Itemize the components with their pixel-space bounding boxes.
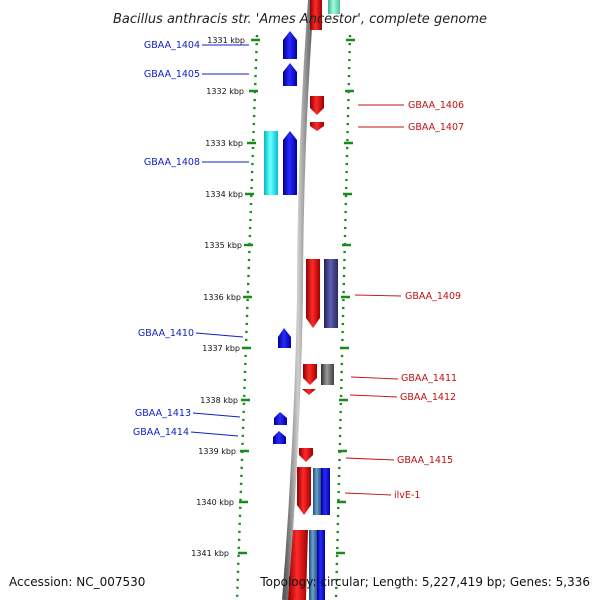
forward-strand-genes bbox=[264, 31, 297, 444]
genome-backbone bbox=[282, 0, 314, 600]
kbp-label: 1334 kbp bbox=[205, 190, 243, 199]
reverse-strand-genes bbox=[288, 96, 338, 600]
gene-gbaa-1415-arrow bbox=[299, 448, 313, 462]
kbp-label: 1339 kbp bbox=[198, 447, 236, 456]
kbp-scale-labels: 1331 kbp 1332 kbp 1333 kbp 1334 kbp 1335… bbox=[191, 36, 245, 558]
gene-gbaa-1404-arrow bbox=[283, 31, 297, 59]
gene-label-gbaa-1409[interactable]: GBAA_1409 bbox=[405, 291, 461, 302]
right-label-leaders bbox=[344, 104, 404, 496]
gene-label-gbaa-1411[interactable]: GBAA_1411 bbox=[401, 373, 457, 384]
gene-label-gbaa-1410[interactable]: GBAA_1410 bbox=[138, 328, 194, 339]
right-gene-labels: GBAA_1406 GBAA_1407 GBAA_1409 GBAA_1411 … bbox=[394, 100, 464, 501]
gene-gbaa-1408-cyan-block bbox=[264, 131, 278, 195]
kbp-label: 1335 kbp bbox=[204, 241, 242, 250]
kbp-label: 1333 kbp bbox=[205, 139, 243, 148]
left-outer-guide-track bbox=[235, 34, 259, 600]
kbp-label: 1336 kbp bbox=[203, 293, 241, 302]
kbp-label: 1338 kbp bbox=[200, 396, 238, 405]
bottom-red-feature bbox=[288, 530, 308, 600]
genome-title: Bacillus anthracis str. 'Ames Ancestor',… bbox=[113, 12, 487, 27]
top-mint-feature bbox=[328, 0, 340, 14]
left-major-ticks bbox=[238, 38, 260, 555]
gene-label-gbaa-1415[interactable]: GBAA_1415 bbox=[397, 455, 453, 466]
gene-label-gbaa-1412[interactable]: GBAA_1412 bbox=[400, 392, 456, 403]
gene-gbaa-1408-arrow bbox=[283, 131, 297, 195]
gene-label-gbaa-1414[interactable]: GBAA_1414 bbox=[133, 427, 189, 438]
gene-label-ilve-1[interactable]: ilvE-1 bbox=[394, 490, 420, 501]
gene-label-gbaa-1406[interactable]: GBAA_1406 bbox=[408, 100, 464, 111]
gene-gbaa-1407-arrow bbox=[310, 122, 324, 131]
gene-gbaa-1409-navy-block bbox=[324, 259, 338, 328]
gene-ilve-1-blue-block bbox=[321, 468, 330, 515]
gene-gbaa-1409-red-arrow bbox=[306, 259, 320, 328]
gene-label-gbaa-1407[interactable]: GBAA_1407 bbox=[408, 122, 464, 133]
topology-text: Topology: circular; Length: 5,227,419 bp… bbox=[259, 575, 590, 589]
gene-ilve-1-red-arrow bbox=[297, 467, 311, 515]
kbp-label: 1331 kbp bbox=[207, 36, 245, 45]
kbp-label: 1341 kbp bbox=[191, 549, 229, 558]
right-outer-guide-track bbox=[334, 34, 352, 600]
gene-label-gbaa-1413[interactable]: GBAA_1413 bbox=[135, 408, 191, 419]
left-gene-labels: GBAA_1404 GBAA_1405 GBAA_1408 GBAA_1410 … bbox=[133, 40, 200, 438]
gene-gbaa-1405-arrow bbox=[283, 63, 297, 86]
gene-gbaa-1411-red-arrow bbox=[303, 364, 317, 385]
top-red-feature bbox=[310, 0, 322, 30]
gene-ilve-1-steel-block bbox=[313, 468, 321, 515]
bottom-steel-feature bbox=[309, 530, 317, 600]
kbp-label: 1340 kbp bbox=[196, 498, 234, 507]
gene-label-gbaa-1405[interactable]: GBAA_1405 bbox=[144, 69, 200, 80]
kbp-label: 1337 kbp bbox=[202, 344, 240, 353]
gene-label-gbaa-1408[interactable]: GBAA_1408 bbox=[144, 157, 200, 168]
gene-gbaa-1411-gray-block bbox=[321, 364, 334, 385]
bottom-blue-feature bbox=[317, 530, 325, 600]
gene-gbaa-1414-arrow bbox=[273, 431, 286, 444]
accession-text: Accession: NC_007530 bbox=[9, 575, 145, 589]
gene-gbaa-1412-arrow bbox=[302, 389, 316, 395]
kbp-label: 1332 kbp bbox=[206, 87, 244, 96]
right-major-ticks bbox=[336, 38, 355, 555]
gene-gbaa-1413-arrow bbox=[274, 412, 287, 425]
gene-label-gbaa-1404[interactable]: GBAA_1404 bbox=[144, 40, 200, 51]
left-label-leaders bbox=[190, 44, 249, 437]
gene-gbaa-1406-arrow bbox=[310, 96, 324, 115]
gene-gbaa-1410-arrow bbox=[278, 328, 291, 348]
